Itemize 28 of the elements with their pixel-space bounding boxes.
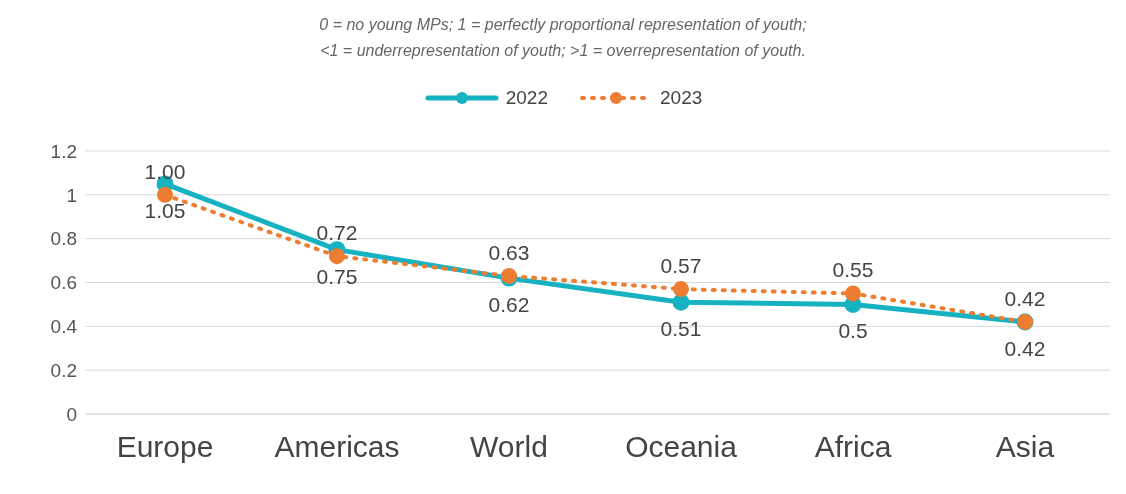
- y-tick-label: 1.2: [50, 140, 77, 162]
- y-tick-label: 1: [66, 184, 77, 206]
- x-tick-label: Oceania: [625, 430, 738, 464]
- x-tick-label: Africa: [814, 430, 892, 464]
- legend-label: 2023: [660, 87, 703, 109]
- data-label: 0.5: [838, 319, 868, 343]
- data-label: 0.57: [660, 254, 702, 278]
- data-label: 0.42: [1004, 286, 1046, 310]
- y-tick-label: 0.4: [50, 316, 78, 338]
- data-label: 1.00: [144, 159, 186, 183]
- y-tick-label: 0.6: [50, 272, 77, 294]
- y-tick-label: 0.8: [50, 228, 77, 250]
- data-label: 0.42: [1004, 336, 1046, 360]
- data-label: 0.63: [488, 240, 530, 264]
- chart-subtitle: 0 = no young MPs; 1 = perfectly proportional representation of youth; <1 = underrepresentation of youth; >1 = overrepresentation of youth.: [318, 15, 808, 61]
- x-tick-label: Europe: [116, 430, 214, 464]
- data-label: 0.51: [660, 317, 702, 341]
- data-label: 0.72: [316, 221, 358, 245]
- data-label: 0.55: [832, 258, 874, 282]
- data-label: 0.62: [488, 293, 530, 317]
- x-tick-label: Asia: [995, 430, 1055, 464]
- y-tick-label: 0: [66, 403, 77, 425]
- legend-label: 2022: [505, 87, 548, 109]
- y-tick-label: 0.2: [50, 359, 77, 381]
- data-label: 1.05: [144, 198, 186, 222]
- data-label: 0.75: [316, 264, 358, 288]
- x-tick-label: World: [470, 430, 548, 464]
- x-tick-label: Americas: [274, 430, 400, 464]
